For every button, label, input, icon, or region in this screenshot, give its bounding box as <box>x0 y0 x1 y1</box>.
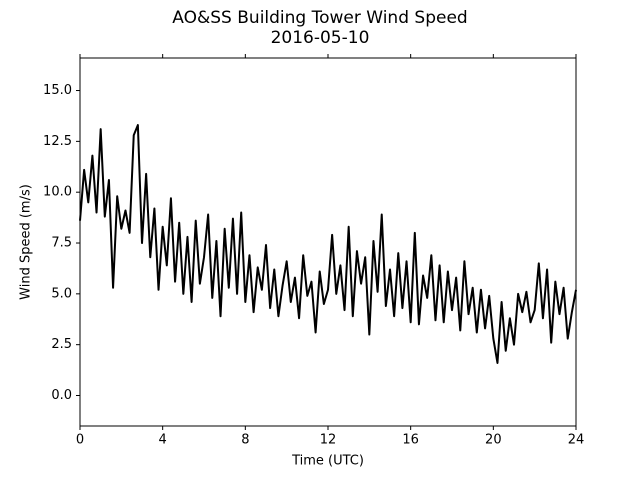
plot-frame <box>79 57 577 427</box>
x-axis-label: Time (UTC) <box>291 454 364 469</box>
x-tick-label: 16 <box>402 433 419 448</box>
x-tick-label: 8 <box>241 433 249 448</box>
y-tick-label: 15.0 <box>43 83 72 98</box>
y-tick-label: 7.5 <box>51 236 72 251</box>
y-tick-label: 2.5 <box>51 337 72 352</box>
y-axis-label: Wind Speed (m/s) <box>19 184 34 300</box>
y-tick-label: 10.0 <box>43 185 72 200</box>
x-tick-label: 24 <box>568 433 585 448</box>
x-tick-label: 20 <box>485 433 502 448</box>
chart-title: AO&SS Building Tower Wind Speed <box>172 8 467 28</box>
x-tick-label: 12 <box>320 433 337 448</box>
x-tick-label: 4 <box>159 433 167 448</box>
chart-subtitle: 2016-05-10 <box>271 28 370 48</box>
x-tick-label: 0 <box>76 433 84 448</box>
y-tick-label: 12.5 <box>43 134 72 149</box>
data-line <box>79 124 577 364</box>
y-tick-label: 0.0 <box>51 388 72 403</box>
y-tick-label: 5.0 <box>51 286 72 301</box>
